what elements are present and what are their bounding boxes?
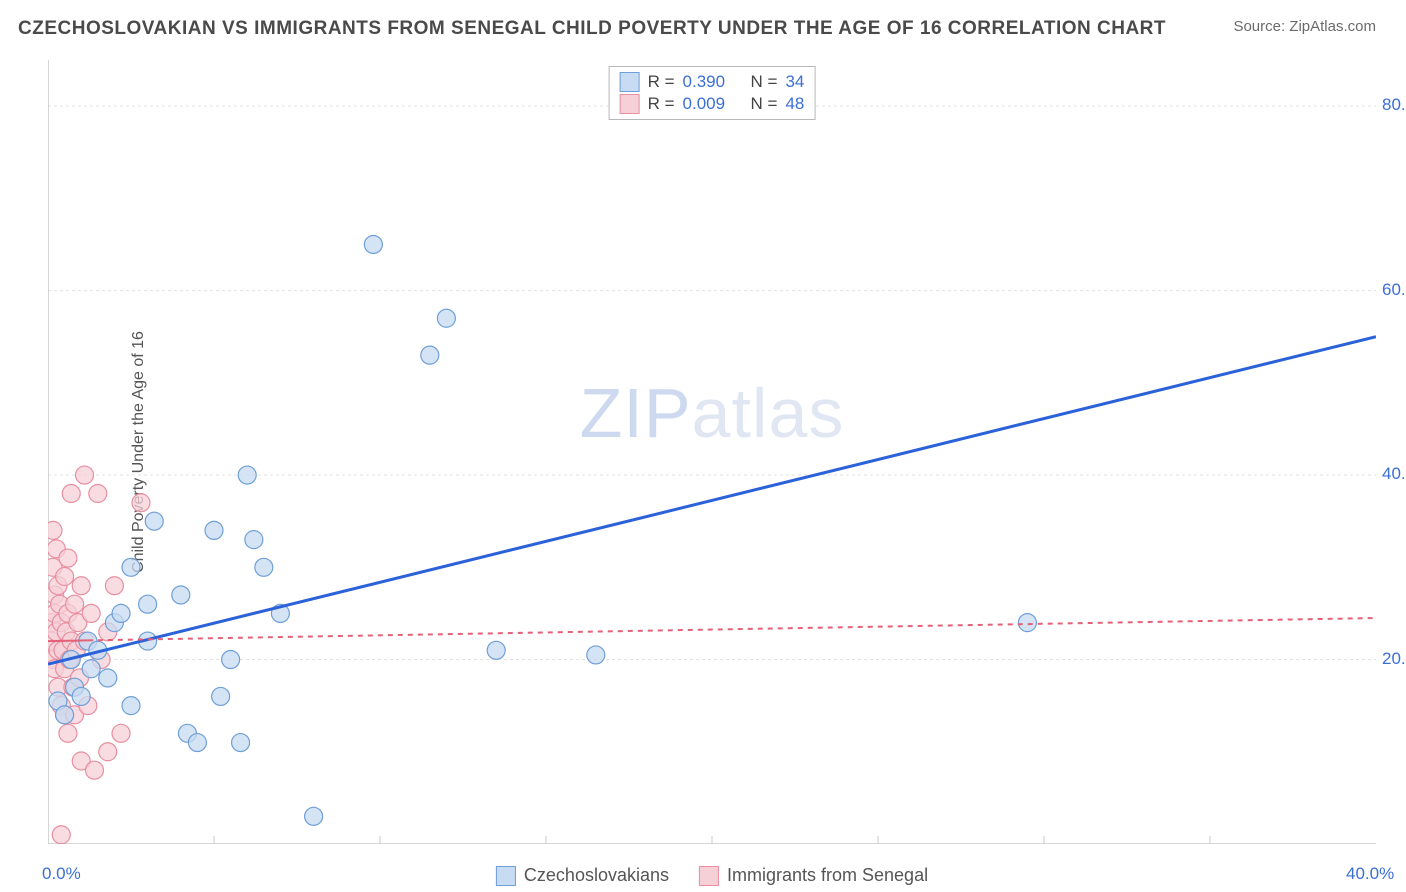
legend-row-series-1: R = 0.009 N = 48 — [620, 93, 805, 115]
r-value-0: 0.390 — [683, 72, 726, 92]
legend-item-1: Immigrants from Senegal — [699, 865, 928, 886]
legend-row-series-0: R = 0.390 N = 34 — [620, 71, 805, 93]
r-label: R = — [648, 72, 675, 92]
source-label: Source: ZipAtlas.com — [1233, 18, 1376, 35]
chart-area: Child Poverty Under the Age of 16 ZIPatl… — [48, 60, 1376, 844]
legend-item-0: Czechoslovakians — [496, 865, 669, 886]
series-name-1: Immigrants from Senegal — [727, 865, 928, 886]
series-legend: Czechoslovakians Immigrants from Senegal — [496, 865, 928, 886]
series-name-0: Czechoslovakians — [524, 865, 669, 886]
y-tick-label: 80.0% — [1378, 95, 1406, 115]
swatch-series-0 — [496, 866, 516, 886]
x-tick-label: 40.0% — [1346, 864, 1394, 884]
y-tick-label: 40.0% — [1378, 464, 1406, 484]
y-tick-label: 20.0% — [1378, 649, 1406, 669]
swatch-series-1 — [620, 94, 640, 114]
n-value-0: 34 — [785, 72, 804, 92]
swatch-series-0 — [620, 72, 640, 92]
swatch-series-1 — [699, 866, 719, 886]
y-tick-label: 60.0% — [1378, 280, 1406, 300]
r-value-1: 0.009 — [683, 94, 726, 114]
chart-title: CZECHOSLOVAKIAN VS IMMIGRANTS FROM SENEG… — [18, 18, 1166, 40]
n-label: N = — [751, 94, 778, 114]
n-value-1: 48 — [785, 94, 804, 114]
x-tick-label: 0.0% — [42, 864, 81, 884]
correlation-legend: R = 0.390 N = 34 R = 0.009 N = 48 — [609, 66, 816, 120]
scatter-plot — [48, 60, 1376, 844]
n-label: N = — [751, 72, 778, 92]
r-label: R = — [648, 94, 675, 114]
